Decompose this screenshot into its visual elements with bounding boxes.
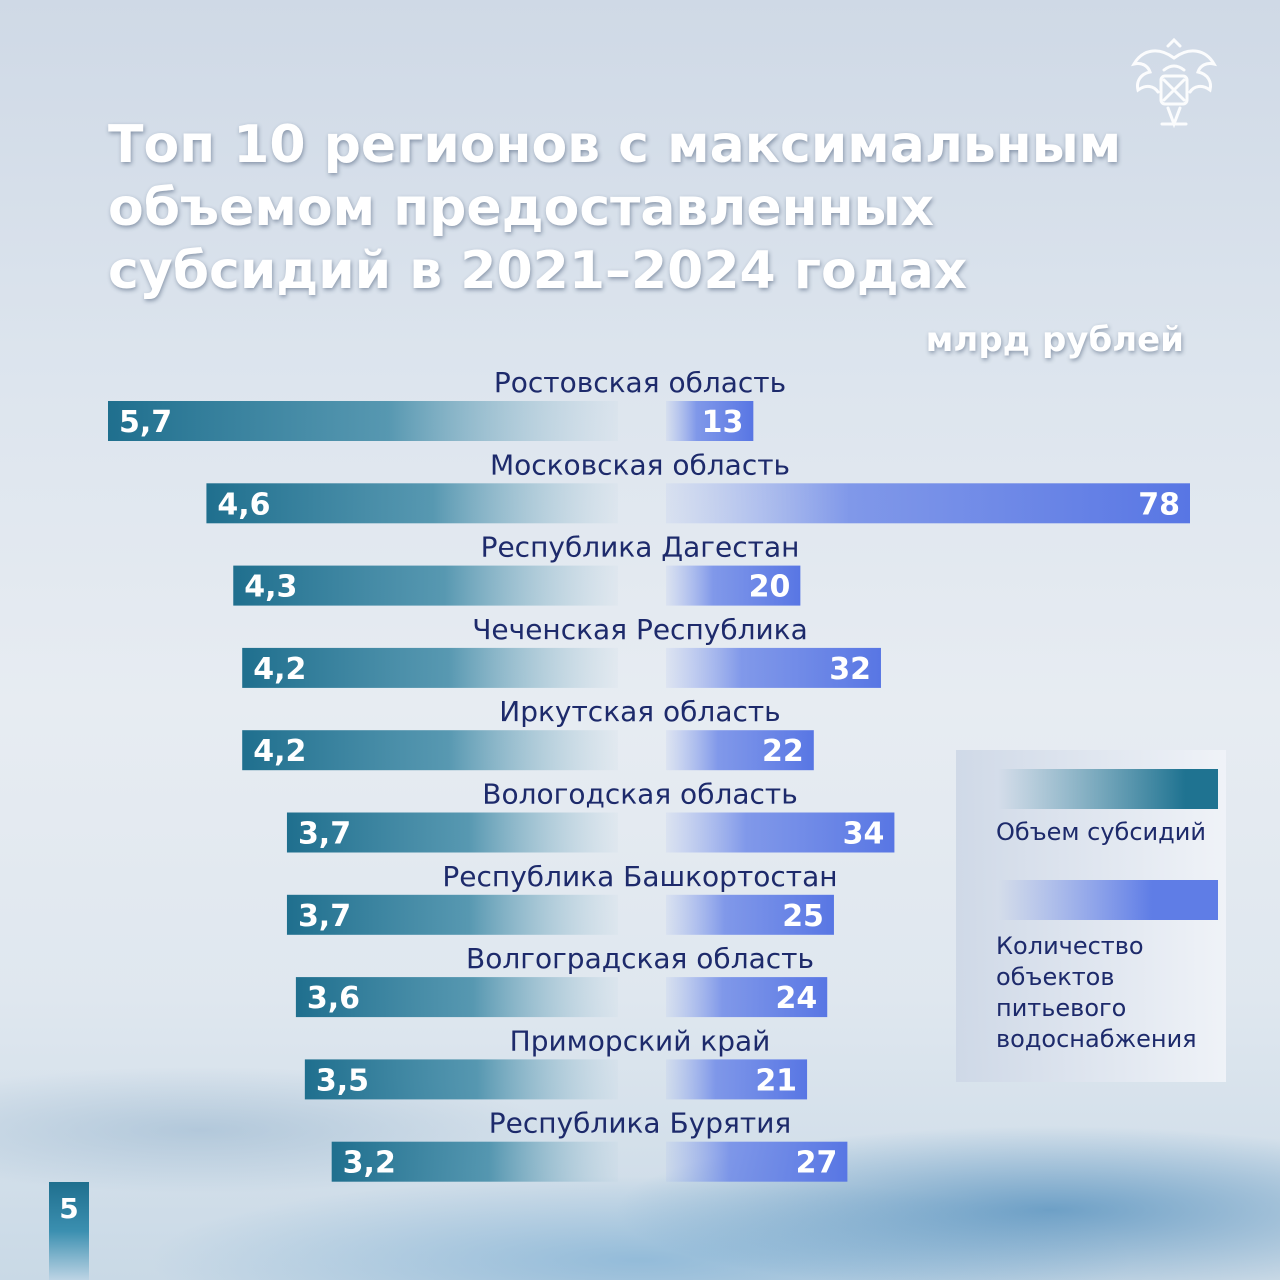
objects-bar: [666, 894, 834, 935]
subsidy-value-label: 3,2: [343, 1146, 396, 1181]
region-label: Ростовская область: [494, 366, 786, 399]
subsidy-bar: [108, 401, 618, 441]
objects-bar: [666, 401, 754, 441]
subsidy-value-label: 5,7: [119, 405, 172, 440]
region-label: Приморский край: [510, 1024, 771, 1057]
objects-value-label: 13: [702, 405, 744, 440]
region-label: Иркутская область: [499, 695, 780, 728]
subsidy-bar: [242, 647, 619, 688]
subsidy-bar: [206, 483, 618, 524]
objects-value-label: 21: [755, 1063, 797, 1098]
subsidy-value-label: 4,6: [217, 487, 270, 522]
subsidy-value-label: 3,7: [298, 817, 351, 852]
objects-value-label: 20: [749, 570, 791, 605]
region-label: Чеченская Республика: [472, 613, 808, 646]
subsidy-value-label: 3,5: [316, 1063, 369, 1098]
subsidy-bar: [295, 977, 618, 1018]
legend-swatch-subsidy: [998, 769, 1218, 809]
region-label: Республика Бурятия: [489, 1107, 791, 1140]
region-label: Московская область: [490, 448, 790, 481]
objects-bar: [666, 977, 828, 1018]
subsidy-value-label: 3,6: [307, 981, 360, 1016]
page-title: Топ 10 регионов с максимальным объемом п…: [108, 115, 1122, 301]
subsidy-value-label: 3,7: [298, 899, 351, 934]
objects-bar: [666, 647, 881, 688]
objects-value-label: 24: [775, 981, 817, 1016]
page-number-badge: 5: [49, 1182, 89, 1280]
subsidy-bar: [286, 812, 618, 853]
subsidy-value-label: 4,2: [253, 734, 306, 769]
objects-value-label: 32: [829, 652, 871, 687]
objects-bar: [666, 730, 814, 771]
legend: Объем субсидий Количество объектов питье…: [956, 750, 1226, 1082]
objects-value-label: 22: [762, 734, 804, 769]
unit-label: млрд рублей: [925, 320, 1184, 360]
region-label: Республика Дагестан: [481, 531, 800, 564]
objects-bar: [666, 483, 1190, 524]
emblem-logo: [1130, 38, 1218, 129]
subsidy-bar: [304, 1059, 618, 1100]
subsidy-bar: [331, 1141, 618, 1182]
objects-value-label: 78: [1138, 487, 1180, 522]
subsidy-bar: [286, 894, 618, 935]
region-label: Республика Башкортостан: [442, 860, 837, 893]
subsidy-value-label: 4,3: [244, 570, 297, 605]
page-number: 5: [59, 1192, 79, 1225]
objects-bar: [666, 565, 801, 606]
subsidy-value-label: 4,2: [253, 652, 306, 687]
objects-value-label: 27: [796, 1146, 838, 1181]
objects-value-label: 34: [843, 817, 885, 852]
legend-swatch-objects: [998, 880, 1218, 920]
region-label: Вологодская область: [482, 778, 797, 811]
objects-bar: [666, 1141, 848, 1182]
objects-value-label: 25: [782, 899, 824, 934]
objects-bar: [666, 1059, 808, 1100]
subsidy-bar: [233, 565, 618, 606]
objects-bar: [666, 812, 895, 853]
subsidy-bar: [242, 730, 619, 771]
legend-label-objects: Количество объектов питьевого водоснабже…: [996, 932, 1197, 1053]
legend-label-subsidy: Объем субсидий: [996, 818, 1206, 846]
region-label: Волгоградская область: [466, 942, 814, 975]
